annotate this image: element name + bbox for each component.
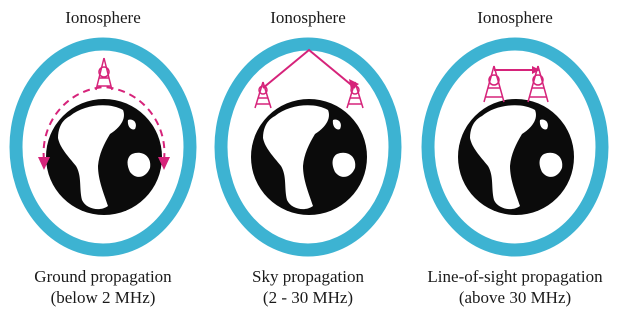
receiver-antenna-icon	[346, 81, 364, 109]
ionosphere-label: Ionosphere	[270, 8, 346, 27]
ionosphere-ring	[421, 37, 609, 257]
caption-title: Sky propagation	[252, 267, 364, 286]
transmitter-antenna-icon	[254, 81, 272, 109]
ionosphere-label: Ionosphere	[477, 8, 553, 27]
panel-caption: Sky propagation (2 - 30 MHz)	[205, 266, 411, 308]
panel-caption: Ground propagation (below 2 MHz)	[0, 266, 206, 308]
panel-caption: Line-of-sight propagation (above 30 MHz)	[412, 266, 618, 308]
ground-wave-signal	[38, 85, 170, 170]
ground-propagation-panel: Ionosphere Ground propagation (below 2 M…	[0, 0, 206, 322]
ionosphere-ring	[9, 37, 197, 257]
earth-globe	[251, 99, 367, 215]
receiver-antenna-icon	[527, 65, 549, 103]
line-of-sight-propagation-panel: Ionosphere Line-of-sight propa	[412, 0, 618, 322]
sky-propagation-diagram	[214, 37, 402, 257]
caption-frequency: (2 - 30 MHz)	[262, 288, 354, 307]
earth-globe	[458, 99, 574, 215]
ground-propagation-diagram	[9, 37, 197, 257]
transmitter-antenna-icon	[95, 57, 113, 91]
caption-title: Ground propagation	[34, 267, 172, 286]
earth-globe	[46, 99, 162, 215]
transmitter-antenna-icon	[483, 65, 505, 103]
line-of-sight-signal	[494, 66, 540, 74]
caption-title: Line-of-sight propagation	[427, 267, 603, 286]
ionosphere-label: Ionosphere	[65, 8, 141, 27]
line-of-sight-propagation-diagram	[421, 37, 609, 257]
caption-frequency: (below 2 MHz)	[50, 288, 156, 307]
ionosphere-ring	[214, 37, 402, 257]
sky-propagation-panel: Ionosphere Sky propagation	[205, 0, 411, 322]
caption-frequency: (above 30 MHz)	[458, 288, 572, 307]
